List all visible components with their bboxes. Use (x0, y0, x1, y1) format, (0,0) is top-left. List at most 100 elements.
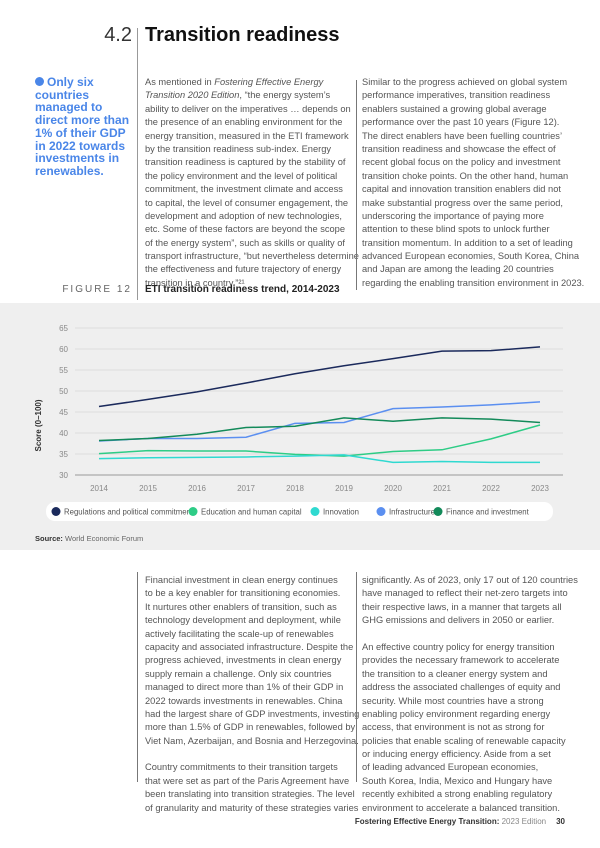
figure-source: Source: World Economic Forum (35, 534, 143, 543)
legend-label: Infrastructure (389, 508, 435, 517)
text-line: South Korea, India, Mexico and Hungary h… (362, 775, 553, 786)
text-line: attention to these blind spots to unlock… (362, 224, 550, 235)
text-line: make substantial progress over the same … (362, 197, 564, 208)
text-line: been translating into transition strateg… (145, 789, 355, 800)
x-tick-label: 2014 (90, 484, 108, 493)
legend-swatch (310, 507, 320, 516)
section-number: 4.2 (104, 24, 132, 46)
text-line: capital and innovation transition enable… (362, 184, 561, 195)
text-line: etc. Some of these factors are beyond th… (145, 224, 346, 235)
legend-swatch (51, 507, 61, 516)
series-line-innovation (98, 454, 540, 464)
text-line: performance over the past 10 years (Figu… (362, 117, 560, 128)
section-title: Transition readiness (145, 24, 340, 46)
footer-edition: 2023 Edition (501, 817, 547, 826)
x-tick-label: 2022 (482, 484, 500, 493)
footer-title: Fostering Effective Energy Transition: (354, 817, 500, 826)
text-line: Transition 2020 Edition, “the energy sys… (145, 90, 331, 101)
series-line-education-and-human-capital (98, 424, 541, 457)
source-text: World Economic Forum (65, 534, 144, 543)
text-line: the presence of an enabling environment … (145, 117, 343, 128)
text-line: their respective laws, in a manner that … (362, 601, 562, 612)
divider (137, 572, 138, 782)
text-line: transition readiness is captured by the … (145, 157, 346, 168)
text-line: recent global focus on the policy and in… (362, 157, 561, 168)
y-tick-label: 55 (59, 366, 68, 375)
text-line: the effectiveness and future trajectory … (145, 264, 342, 275)
text-line: 2022 towards investments in renewables. … (145, 695, 343, 706)
x-tick-label: 2020 (384, 484, 402, 493)
y-tick-label: 35 (59, 450, 68, 459)
text-line: transition choke points. On the other ha… (362, 170, 569, 181)
text-line: As mentioned in Fostering Effective Ener… (145, 77, 324, 87)
text-line (362, 628, 578, 641)
top-column-2: Similar to the progress achieved on glob… (362, 76, 584, 290)
text-line: regarding the enabling transition enviro… (362, 277, 585, 288)
legend-label: Innovation (323, 508, 359, 517)
text-line: technology development and deployment, w… (145, 615, 341, 626)
x-tick-label: 2021 (433, 484, 451, 493)
text-line: or inducing energy efficiency. Aside fro… (362, 749, 551, 760)
figure-title: ETI transition readiness trend, 2014-202… (145, 284, 340, 295)
text-line: It nurtures other enablers of transition… (145, 601, 337, 612)
text-line: managed to direct more than 1% of their … (145, 682, 344, 693)
text-line: of the energy system”, such as skills or… (145, 237, 345, 248)
text-line: commitment, the investment climate and a… (145, 184, 343, 195)
y-tick-label: 45 (59, 408, 68, 417)
x-tick-label: 2017 (237, 484, 255, 493)
text-line: environment to accelerate a balanced tra… (362, 802, 560, 813)
legend-label: Education and human capital (201, 508, 302, 517)
y-axis-label: Score (0–100) (34, 399, 43, 451)
x-tick-label: 2018 (286, 484, 304, 493)
text-line: The direct enablers have been fuelling c… (362, 130, 563, 141)
series-line-regulations-and-political-commitment (98, 346, 541, 408)
text-line: advanced European economies, South Korea… (362, 251, 580, 262)
x-tick-label: 2016 (188, 484, 206, 493)
info-dot-icon (35, 77, 44, 86)
text-line: provides the necessary framework to acce… (362, 655, 560, 666)
text-line: performance imperatives, transition read… (362, 90, 551, 101)
text-line: security. While most countries have a st… (362, 695, 544, 706)
text-line: GHG emissions and delivers in 2050 or ea… (362, 615, 555, 626)
text-line: enablers sustained a growing global aver… (362, 103, 547, 114)
text-line: by the transition readiness sub-index. E… (145, 143, 332, 154)
legend-label: Regulations and political commitment (64, 508, 194, 517)
text-line: transport infrastructure, “but neverthel… (145, 251, 359, 262)
text-line: recently exhibited a strong enabling reg… (362, 789, 553, 800)
text-line: capacity and associated infrastructure. … (145, 641, 354, 652)
figure-label: FIGURE 12 (62, 284, 132, 295)
text-line: An effective country policy for energy t… (362, 641, 555, 652)
chart-area: 30 35 40 45 50 55 60 65 2014 2015 2016 2017 2018 2019… (0, 303, 600, 550)
y-tick-label: 65 (59, 324, 68, 333)
text-line: and Japan are among the leading 20 count… (362, 264, 554, 275)
text-line: the transition to a cleaner energy syste… (362, 668, 548, 679)
legend-box (46, 502, 553, 521)
text-line: energy transition, measured in the ETI f… (145, 130, 349, 141)
text-line: more than 1.5% of GDP in renewables, fol… (145, 722, 356, 733)
text-line: address the associated challenges of equ… (362, 682, 561, 693)
text-line: ability to deliver on the imperatives … … (145, 103, 351, 114)
x-tick-label: 2023 (531, 484, 549, 493)
column-divider (356, 80, 357, 290)
text-line: of leading advanced European economies, (362, 762, 539, 773)
x-tick-label: 2019 (335, 484, 353, 493)
y-tick-label: 60 (59, 345, 68, 354)
text-line: Financial investment in clean energy con… (145, 575, 338, 585)
legend-swatch (376, 507, 386, 516)
text-line: Country commitments to their transition … (145, 762, 338, 773)
text-line: access, that environment is not as stron… (362, 722, 545, 733)
text-line: development and adoption of new technolo… (145, 210, 342, 221)
top-column-1: As mentioned in Fostering Effective Ener… (145, 76, 359, 290)
x-tick-label: 2015 (139, 484, 157, 493)
text-line: underscoring the importance of paying mo… (362, 210, 544, 221)
bottom-column-2: significantly. As of 2023, only 17 out o… (362, 574, 578, 815)
text-line: transition momentum. In addition to a se… (362, 237, 573, 248)
text-line: the policy environment and the level of … (145, 170, 338, 181)
bottom-column-1: Financial investment in clean energy con… (145, 574, 359, 815)
callout-text: Only six countries managed to direct mor… (35, 75, 130, 178)
text-line: significantly. As of 2023, only 17 out o… (362, 575, 578, 585)
text-line: progress achieved, investments in clean … (145, 655, 342, 666)
legend-swatch (433, 507, 443, 516)
text-line: policies that enable scaling of renewabl… (362, 735, 566, 746)
text-line: supply remain a challenge. Only six coun… (145, 668, 332, 679)
